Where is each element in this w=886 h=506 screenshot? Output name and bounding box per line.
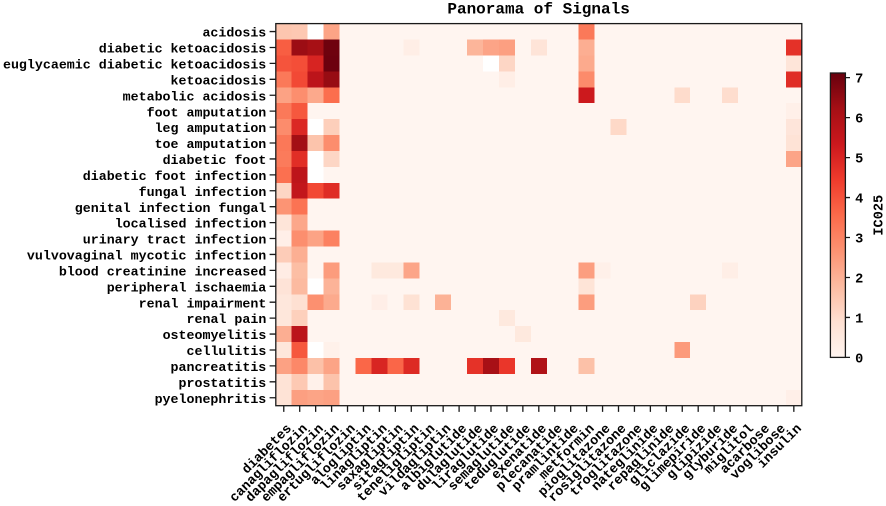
svg-text:0: 0 [855,352,863,367]
svg-text:euglycaemic diabetic ketoacido: euglycaemic diabetic ketoacidosis [3,58,266,73]
svg-text:1: 1 [855,312,863,327]
svg-text:IC025: IC025 [873,195,886,236]
svg-text:toe amputation: toe amputation [155,137,267,152]
svg-text:5: 5 [855,152,863,167]
svg-text:acidosis: acidosis [202,26,266,41]
svg-text:genital infection fungal: genital infection fungal [75,201,267,216]
svg-text:urinary tract infection: urinary tract infection [83,233,267,248]
svg-text:7: 7 [855,73,863,88]
svg-text:diabetic foot infection: diabetic foot infection [83,169,267,184]
svg-text:vulvovaginal mycotic infection: vulvovaginal mycotic infection [27,249,266,264]
svg-text:peripheral ischaemia: peripheral ischaemia [107,280,267,295]
svg-text:pyelonephritis: pyelonephritis [155,392,267,407]
svg-text:foot amputation: foot amputation [147,105,267,120]
svg-text:3: 3 [855,232,863,247]
svg-text:2: 2 [855,272,863,287]
svg-text:Panorama of Signals: Panorama of Signals [447,1,629,19]
svg-text:leg amputation: leg amputation [155,121,267,136]
svg-text:fungal infection: fungal infection [139,185,267,200]
svg-text:osteomyelitis: osteomyelitis [163,328,267,343]
svg-text:ketoacidosis: ketoacidosis [171,73,267,88]
svg-text:prostatitis: prostatitis [179,376,267,391]
svg-text:metabolic acidosis: metabolic acidosis [123,89,267,104]
svg-text:pancreatitis: pancreatitis [171,360,267,375]
svg-text:6: 6 [855,113,863,128]
svg-text:renal pain: renal pain [187,312,267,327]
svg-text:cellulitis: cellulitis [187,344,267,359]
svg-text:renal impairment: renal impairment [139,296,267,311]
svg-text:diabetic ketoacidosis: diabetic ketoacidosis [99,42,267,57]
svg-text:blood creatinine increased: blood creatinine increased [59,264,266,279]
svg-text:4: 4 [855,192,863,207]
svg-text:diabetic foot: diabetic foot [163,153,267,168]
svg-text:localised infection: localised infection [115,217,267,232]
